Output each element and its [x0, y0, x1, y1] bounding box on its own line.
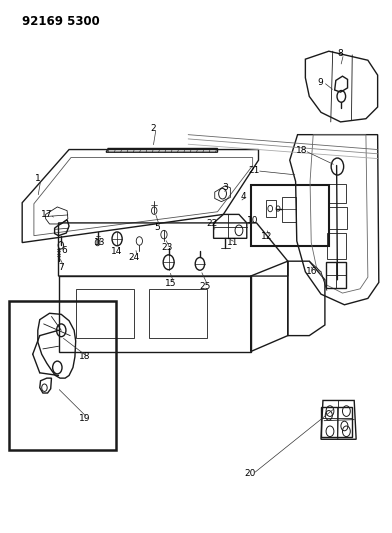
Text: 18: 18 — [79, 352, 91, 361]
Text: 1: 1 — [35, 174, 41, 183]
Text: 16: 16 — [306, 268, 318, 276]
Text: 9: 9 — [318, 77, 323, 86]
Bar — [266, 200, 276, 217]
Text: 4: 4 — [241, 192, 247, 201]
Bar — [282, 197, 296, 222]
Text: 2: 2 — [150, 124, 156, 133]
Text: 18: 18 — [296, 146, 307, 155]
Bar — [149, 289, 207, 338]
Text: 21: 21 — [248, 166, 260, 175]
Text: 24: 24 — [129, 253, 140, 262]
Text: 10: 10 — [247, 216, 259, 225]
Text: 25: 25 — [200, 282, 211, 291]
Text: 3: 3 — [222, 183, 228, 192]
Bar — [327, 233, 347, 259]
Text: 6: 6 — [62, 246, 67, 255]
Bar — [328, 207, 347, 229]
Bar — [76, 289, 134, 338]
Text: 17: 17 — [41, 210, 53, 219]
Text: 20: 20 — [244, 470, 256, 478]
Text: 7: 7 — [58, 263, 64, 272]
Text: 13: 13 — [94, 238, 105, 247]
Text: 14: 14 — [111, 247, 123, 256]
Text: 23: 23 — [162, 244, 173, 253]
Text: 8: 8 — [338, 50, 343, 58]
Text: 11: 11 — [227, 238, 238, 247]
Bar — [326, 262, 346, 288]
Text: 22: 22 — [206, 220, 217, 229]
Text: 15: 15 — [165, 279, 177, 288]
Bar — [329, 184, 347, 203]
Text: 5: 5 — [154, 223, 160, 232]
Text: 19: 19 — [79, 414, 91, 423]
Text: 92169 5300: 92169 5300 — [22, 15, 100, 28]
Bar — [9, 301, 116, 450]
Bar — [251, 185, 329, 246]
Text: 12: 12 — [261, 232, 272, 241]
